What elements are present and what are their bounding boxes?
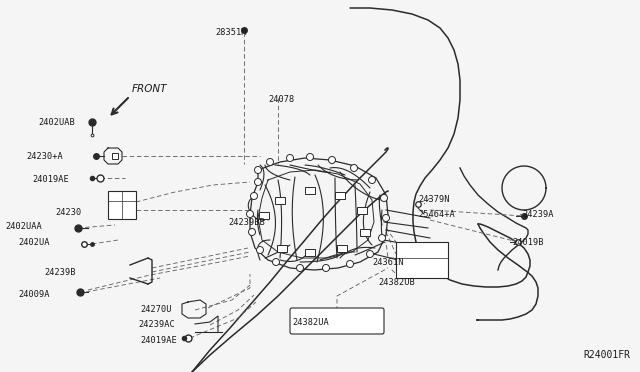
Circle shape [351, 164, 358, 171]
Circle shape [248, 228, 255, 235]
Circle shape [328, 157, 335, 164]
Bar [305, 249, 315, 256]
Circle shape [323, 264, 330, 272]
Text: 24270U: 24270U [140, 305, 172, 314]
Circle shape [266, 158, 273, 166]
Text: 24230: 24230 [55, 208, 81, 217]
Circle shape [369, 176, 376, 183]
Text: R24001FR: R24001FR [583, 350, 630, 360]
Circle shape [367, 250, 374, 257]
Bar [360, 229, 370, 236]
Bar [396, 242, 448, 278]
Text: 24379N: 24379N [418, 195, 449, 204]
Bar [275, 197, 285, 204]
Circle shape [381, 195, 387, 202]
Bar [108, 191, 136, 219]
Bar [259, 212, 269, 219]
Text: FRONT: FRONT [132, 84, 168, 94]
Circle shape [296, 264, 303, 272]
Text: 28351M: 28351M [215, 28, 246, 37]
Bar [305, 187, 315, 194]
Bar [357, 207, 367, 214]
Text: 24019B: 24019B [512, 238, 543, 247]
Text: 24239AC: 24239AC [138, 320, 175, 329]
Circle shape [255, 179, 262, 186]
Text: 24361N: 24361N [372, 258, 403, 267]
Text: 25464+A: 25464+A [418, 210, 455, 219]
Circle shape [378, 234, 385, 241]
Text: 2402UAB: 2402UAB [38, 118, 75, 127]
Circle shape [346, 260, 353, 267]
Circle shape [246, 211, 253, 218]
Bar [277, 245, 287, 252]
Text: 24009A: 24009A [18, 290, 49, 299]
Text: 24239BB: 24239BB [228, 218, 265, 227]
Circle shape [287, 154, 294, 161]
Circle shape [307, 154, 314, 160]
Circle shape [257, 247, 264, 253]
Text: 24382UA: 24382UA [292, 318, 329, 327]
Circle shape [273, 259, 280, 266]
Bar [337, 245, 347, 252]
Text: 24382UB: 24382UB [378, 278, 415, 287]
FancyBboxPatch shape [290, 308, 384, 334]
Text: 24019AE: 24019AE [140, 336, 177, 345]
Circle shape [250, 192, 257, 199]
Circle shape [383, 215, 390, 221]
Text: 24230+A: 24230+A [26, 152, 63, 161]
Text: 2402UA: 2402UA [18, 238, 49, 247]
Circle shape [255, 167, 262, 173]
Bar [335, 192, 345, 199]
Text: 2402UAA: 2402UAA [5, 222, 42, 231]
Text: 24019AE: 24019AE [32, 175, 68, 184]
Text: 24239A: 24239A [522, 210, 554, 219]
Text: 24078: 24078 [268, 95, 294, 104]
Text: 24239B: 24239B [44, 268, 76, 277]
